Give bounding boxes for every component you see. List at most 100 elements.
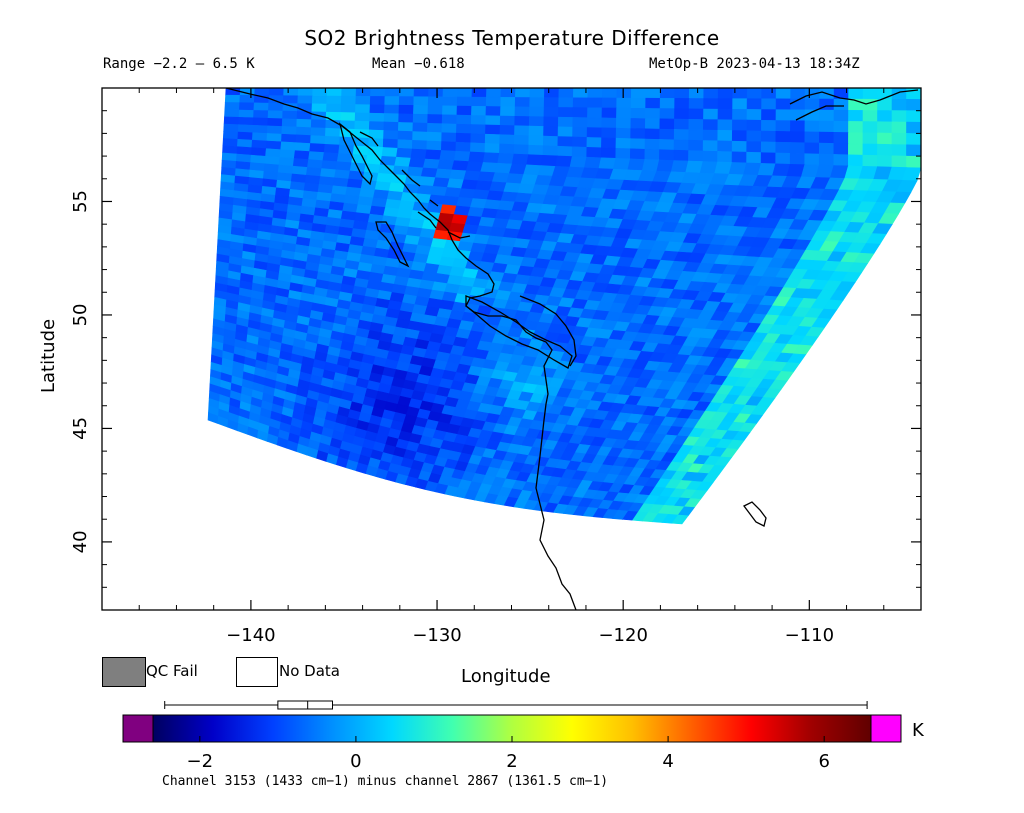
swath-pixel [529,88,545,98]
swath-pixel [804,131,820,144]
swath-pixel [470,124,486,135]
swath-pixel [281,126,297,136]
swath-pixel [426,131,443,142]
swath-pixel [717,129,733,142]
swath-pixel [659,108,675,120]
swath-pixel [717,108,733,121]
y-tick-label: 40 [70,530,91,553]
swath-pixel [336,153,354,164]
swath-pixel [456,197,474,208]
swath-pixel [671,514,689,525]
swath-pixel [253,102,270,112]
swath-pixel [627,158,646,171]
swath-pixel [437,159,455,171]
swath-pixel [236,146,253,156]
swath-pixel [281,133,297,143]
swath-pixel [630,107,646,119]
swath-pixel [394,156,412,168]
swath-pixel [397,122,414,132]
swath-pixel [601,107,617,119]
swath-pixel [688,98,704,110]
swath-pixel [586,137,602,149]
swath-pixel [586,117,603,129]
swath-pixel [529,106,545,118]
swath-pixel [485,106,501,117]
swath-pixel [644,148,660,161]
swath-pixel [862,110,878,123]
swath-pixel [540,154,558,167]
swath-pixel [253,110,269,119]
swath-pixel [514,97,531,108]
swath-pixel [311,95,328,105]
swath-pixel [572,126,588,138]
swath-pixel [223,123,239,133]
swath-pixel [674,108,690,120]
swath-pixel [601,127,617,139]
coastline [225,88,919,610]
swath-pixel [674,88,690,99]
swath-pixel [485,115,501,126]
swath-pixel [311,103,327,113]
swath-pixel [237,139,253,149]
swath-pixel [463,170,482,182]
swath-pixel [468,151,486,163]
swath-pixel [644,128,661,140]
swath-pixel [543,116,559,128]
swath-pixel [411,139,428,151]
swath-pixel [265,148,282,158]
coastline-bay [519,295,577,367]
swath-pixel [688,88,705,99]
swath-pixel [862,121,878,134]
data-swath [207,88,921,525]
swath-pixel [268,88,285,96]
swath-pixel [819,131,835,144]
swath-pixel [418,176,436,187]
no-data-label: No Data [279,662,340,680]
swath-pixel [818,153,835,166]
swath-pixel [292,158,309,168]
swath-pixel [775,131,791,143]
swath-pixel [572,136,588,148]
swath-pixel [338,144,355,155]
swath-pixel [600,147,617,159]
x-axis-label: Longitude [461,666,551,687]
swath-pixel [674,98,690,110]
swath-pixel [456,96,473,107]
swath-pixel [629,148,646,160]
swath-pixel [335,161,352,172]
swath-pixel [340,112,356,122]
swath-pixel [422,158,441,170]
swath-pixel [430,186,448,197]
swath-pixel [266,133,283,143]
swath-pixel [442,88,458,98]
swath-pixel [833,154,849,167]
swath-pixel [616,88,632,99]
swath-pixel [877,155,893,168]
swath-pixel [471,96,487,107]
qc-fail-swatch [102,657,146,687]
swath-pixel [486,88,502,98]
swath-pixel [717,98,733,110]
colorbar-over-swatch [870,714,902,743]
swath-pixel [500,106,516,117]
swath-pixel [688,150,704,162]
swath-pixel [906,155,921,169]
swath-pixel [688,129,704,141]
swath-pixel [616,97,632,109]
swath-pixel [369,96,386,106]
swath-pixel [413,88,430,98]
swath-pixel [265,140,282,150]
swath-pixel [891,110,907,123]
swath-pixel [282,95,299,104]
swath-pixel [355,95,371,106]
swath-pixel [906,88,921,100]
swath-pixel [587,88,603,99]
swath-pixel [439,150,457,162]
swath-pixel [251,139,268,149]
swath-pixel [408,157,426,169]
swath-pixel [453,150,471,162]
swath-pixel [340,104,356,114]
swath-pixel [379,155,397,167]
swath-pixel [877,121,893,134]
